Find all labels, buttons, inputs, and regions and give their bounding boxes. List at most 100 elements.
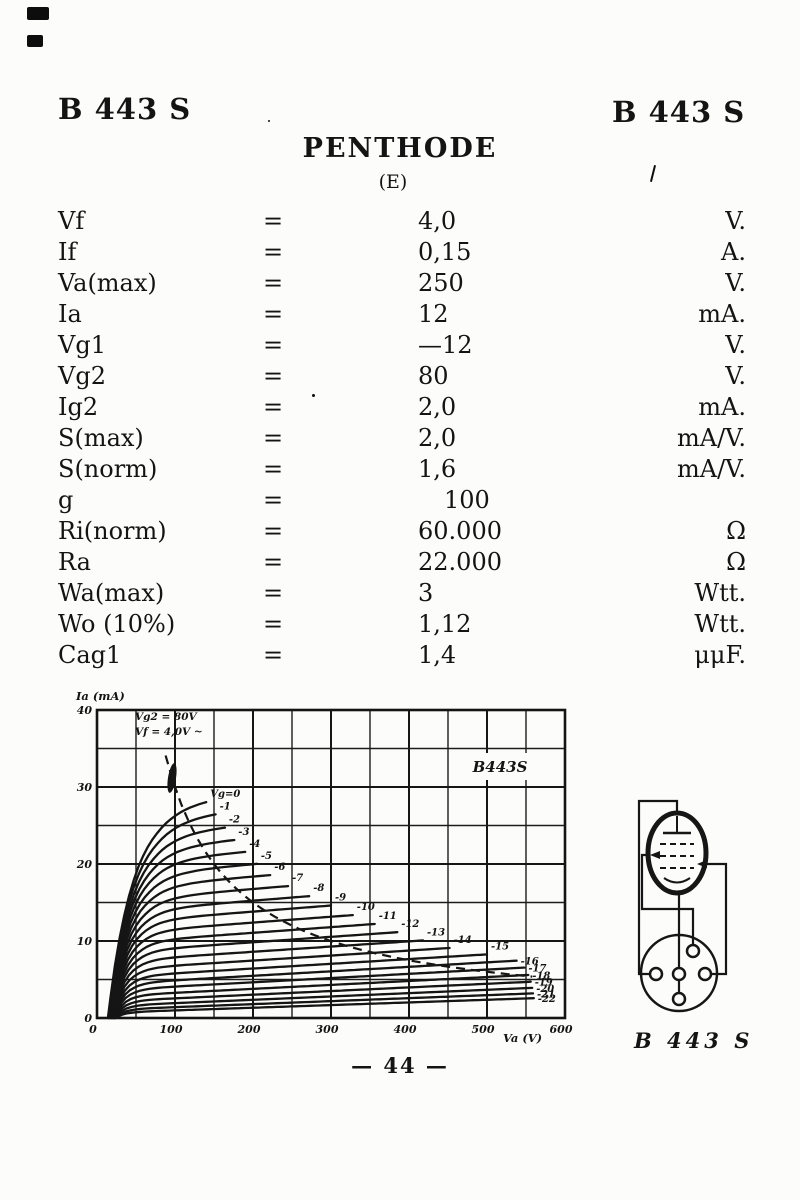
pin [648, 966, 664, 982]
spec-value: 100 [444, 486, 490, 514]
spec-unit: mA. [698, 393, 746, 421]
spec-row: Ri(norm) = 60.000 Ω [58, 516, 746, 547]
spec-name: g [58, 486, 74, 514]
spec-value: 3 [418, 579, 434, 607]
x-tick-label: 200 [237, 1023, 261, 1036]
spec-value: 12 [418, 300, 449, 328]
vg-curve [109, 884, 290, 1020]
spec-equals: = [263, 424, 284, 452]
spec-name: S(max) [58, 424, 144, 452]
page-subtitle: (E) [378, 171, 408, 193]
spec-name: Vf [58, 207, 85, 235]
chart-title: B443S [472, 758, 528, 776]
curve-label: -12 [401, 919, 419, 930]
spec-row: Ig2 = 2,0 mA. [58, 392, 746, 423]
plot-border [95, 708, 567, 1020]
tube-base [639, 933, 719, 1013]
spec-equals: = [263, 300, 284, 328]
y-tick-label: 30 [77, 781, 93, 794]
spec-row: Cag1 = 1,4 μμF. [58, 640, 746, 671]
spec-name: Wa(max) [58, 579, 165, 607]
chart-title-box [469, 753, 531, 780]
spec-equals: = [263, 548, 284, 576]
vg-curve [110, 922, 376, 1020]
pin-wire-grid [640, 853, 695, 945]
spec-name: Cag1 [58, 641, 122, 669]
spec-name: If [58, 238, 77, 266]
x-tick-label: 0 [89, 1023, 97, 1036]
spec-row: Va(max) = 250 V. [58, 268, 746, 299]
vg-curve [113, 980, 532, 1020]
spec-name: S(norm) [58, 455, 158, 483]
spec-row: Vg1 = —12 V. [58, 330, 746, 361]
vg-curve [110, 931, 399, 1020]
spec-row: Ra = 22.000 Ω [58, 547, 746, 578]
curve-label: -9 [335, 893, 346, 904]
spec-row: Wa(max) = 3 Wtt. [58, 578, 746, 609]
spec-name: Va(max) [58, 269, 157, 297]
spec-value: 0,15 [418, 238, 472, 266]
spec-equals: = [263, 207, 284, 235]
spec-equals: = [263, 269, 284, 297]
spec-value: 60.000 [418, 517, 502, 545]
spec-value: 250 [418, 269, 464, 297]
y-tick-label: 0 [84, 1012, 92, 1025]
spec-equals: = [263, 486, 284, 514]
curve-label: -15 [491, 941, 509, 952]
spec-equals: = [263, 331, 284, 359]
spec-unit: mA/V. [677, 455, 746, 483]
spec-name: Ra [58, 548, 91, 576]
vg-curve [107, 813, 217, 1020]
y-axis-label: Ia (mA) [75, 690, 125, 703]
spec-equals: = [263, 393, 284, 421]
vg-curve [111, 939, 425, 1020]
spec-unit: mA/V. [677, 424, 746, 452]
pin [671, 966, 687, 982]
spec-equals: = [263, 455, 284, 483]
curve-label: -18 [532, 971, 550, 982]
spec-equals: = [263, 579, 284, 607]
vg-curve [114, 997, 535, 1020]
vg-curve [112, 959, 518, 1020]
spec-value: —12 [418, 331, 473, 359]
spec-unit: mA. [698, 300, 746, 328]
spec-equals: = [263, 362, 284, 390]
header-right: B 443 S [612, 95, 746, 129]
curve-label: -7 [292, 873, 303, 884]
spec-name: Ia [58, 300, 82, 328]
pin [671, 991, 687, 1007]
vg-curve [110, 913, 354, 1020]
curve-label: -14 [454, 935, 472, 946]
curve-label: -11 [379, 911, 397, 922]
vg-curve [114, 992, 535, 1020]
chart-annotation: Vg2 = 80V [135, 711, 199, 723]
spec-value: 4,0 [418, 207, 457, 235]
spec-unit: V. [725, 362, 746, 390]
spec-value: 2,0 [418, 393, 457, 421]
x-tick-label: 100 [160, 1023, 183, 1036]
curve-label: -1 [220, 801, 231, 812]
page-number: — 44 — [351, 1053, 449, 1078]
spec-unit: V. [725, 331, 746, 359]
curve-label: -3 [238, 827, 249, 838]
spec-row: If = 0,15 A. [58, 237, 746, 268]
curve-label: -2 [229, 815, 240, 826]
spec-unit: Wtt. [694, 579, 746, 607]
spec-unit: Ω [726, 517, 746, 545]
spec-equals: = [263, 641, 284, 669]
vg-curve [109, 904, 333, 1020]
vg-curve [111, 946, 451, 1020]
curve-label: -6 [274, 862, 285, 873]
vg-curve [107, 826, 227, 1020]
vg-curve [112, 953, 489, 1020]
curve-label: -21 [537, 989, 555, 1000]
x-axis-label: Va (V) [503, 1031, 542, 1045]
spec-unit: μμF. [694, 641, 746, 669]
tube-envelope [645, 810, 709, 896]
curve-label: -20 [536, 984, 554, 995]
pin-wire-left [637, 799, 679, 976]
pin-wire-right [706, 862, 728, 976]
arrow-icon [697, 860, 707, 868]
spec-value: 1,6 [418, 455, 457, 483]
spec-value: 80 [418, 362, 449, 390]
